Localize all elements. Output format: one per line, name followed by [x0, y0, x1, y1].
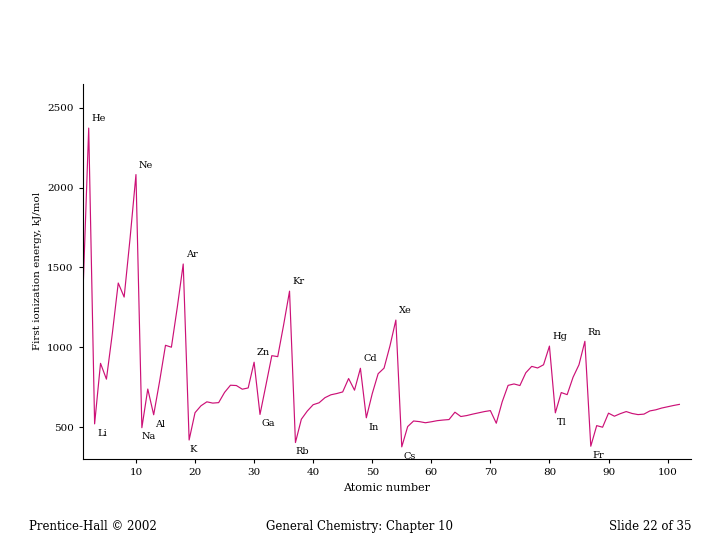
- Text: First Ionization Energy: First Ionization Energy: [180, 27, 540, 54]
- Text: Hg: Hg: [552, 332, 567, 341]
- Text: In: In: [368, 423, 378, 431]
- Y-axis label: First ionization energy, kJ/mol: First ionization energy, kJ/mol: [32, 192, 42, 350]
- Text: Ga: Ga: [262, 419, 275, 428]
- Text: Slide 22 of 35: Slide 22 of 35: [608, 520, 691, 533]
- Text: Rb: Rb: [295, 447, 309, 456]
- Text: Na: Na: [142, 433, 156, 442]
- Text: Kr: Kr: [292, 278, 305, 286]
- Text: Zn: Zn: [257, 348, 270, 357]
- Text: Fr: Fr: [593, 451, 604, 460]
- Text: Al: Al: [156, 420, 166, 429]
- Text: Ar: Ar: [186, 250, 198, 259]
- Text: He: He: [91, 114, 106, 123]
- Text: Tl: Tl: [557, 417, 567, 427]
- Text: Ne: Ne: [139, 161, 153, 170]
- Text: General Chemistry: Chapter 10: General Chemistry: Chapter 10: [266, 520, 454, 533]
- Text: Cs: Cs: [403, 451, 416, 461]
- X-axis label: Atomic number: Atomic number: [343, 483, 431, 492]
- Text: K: K: [189, 445, 197, 454]
- Text: Cd: Cd: [364, 354, 377, 363]
- Text: Prentice-Hall © 2002: Prentice-Hall © 2002: [29, 520, 156, 533]
- Text: Rn: Rn: [588, 327, 601, 336]
- Text: Li: Li: [98, 429, 107, 437]
- Text: Xe: Xe: [399, 306, 412, 315]
